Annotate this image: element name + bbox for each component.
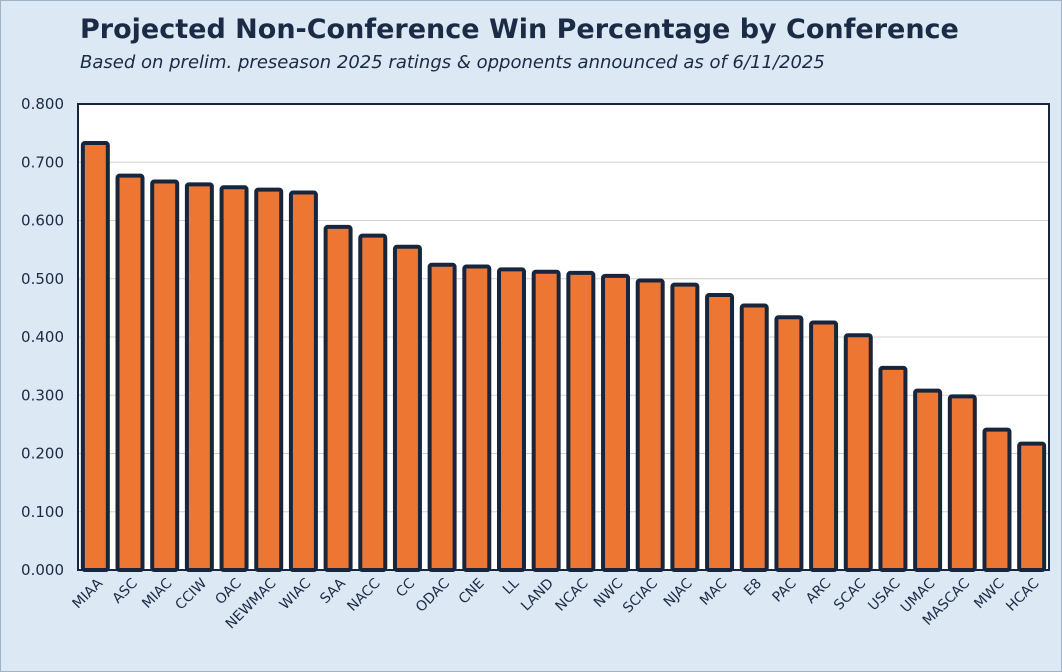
y-tick-label: 0.100 <box>21 503 64 521</box>
chart-title: Projected Non-Conference Win Percentage … <box>80 14 959 45</box>
x-tick-label: MWC <box>971 575 1008 612</box>
bar <box>982 427 1012 572</box>
bar <box>150 179 180 572</box>
x-tick-label: E8 <box>741 576 765 600</box>
y-tick-label: 0.800 <box>21 95 64 113</box>
bar <box>705 293 735 572</box>
y-tick-label: 0.200 <box>21 445 64 463</box>
y-tick-label: 0.500 <box>21 270 64 288</box>
bar <box>531 269 561 572</box>
x-tick-label: CC <box>393 575 418 600</box>
bar <box>809 320 839 572</box>
bar <box>323 224 353 572</box>
bar <box>635 278 665 572</box>
x-tick-label: SCAC <box>831 575 869 613</box>
x-tick-label: WIAC <box>277 575 315 613</box>
bar <box>496 267 526 572</box>
bar <box>462 264 492 572</box>
x-tick-label: MIAC <box>139 575 175 611</box>
y-tick-label: 0.000 <box>21 561 64 579</box>
bar <box>115 173 145 573</box>
x-tick-label: SCIAC <box>620 575 661 616</box>
bar <box>1017 441 1047 572</box>
bar <box>947 394 977 573</box>
y-tick-label: 0.300 <box>21 386 64 404</box>
x-tick-label: NACC <box>344 575 383 614</box>
chart-subtitle: Based on prelim. preseason 2025 ratings … <box>80 52 825 73</box>
x-tick-label: ASC <box>110 575 141 606</box>
x-tick-label: LAND <box>518 576 557 615</box>
bar <box>254 187 284 572</box>
bar <box>843 333 873 572</box>
x-tick-label: ODAC <box>413 575 453 615</box>
x-tick-label: MIAA <box>70 575 107 612</box>
x-tick-label: NCAC <box>553 575 592 614</box>
bar <box>358 233 388 573</box>
x-tick-label: MAC <box>697 575 731 609</box>
bar <box>184 182 214 572</box>
bar <box>774 315 804 572</box>
bar <box>80 141 110 572</box>
x-tick-label: USAC <box>865 575 904 614</box>
bar <box>878 365 908 572</box>
y-tick-label: 0.600 <box>21 212 64 230</box>
bar <box>566 270 596 572</box>
bar <box>601 273 631 572</box>
bar <box>670 282 700 572</box>
bar <box>427 262 457 572</box>
plot-border <box>77 103 1050 571</box>
bar <box>913 388 943 572</box>
bar <box>219 185 249 573</box>
bar <box>739 303 769 572</box>
bar <box>288 190 318 572</box>
bar <box>392 244 422 572</box>
x-tick-label: NJAC <box>661 575 696 610</box>
x-tick-label: CCIW <box>172 575 210 613</box>
x-tick-label: CNE <box>456 576 488 608</box>
y-tick-label: 0.400 <box>21 328 64 346</box>
x-tick-label: HCAC <box>1003 575 1042 614</box>
x-tick-label: PAC <box>770 575 800 605</box>
x-tick-label: LL <box>500 575 522 597</box>
y-tick-label: 0.700 <box>21 153 64 171</box>
